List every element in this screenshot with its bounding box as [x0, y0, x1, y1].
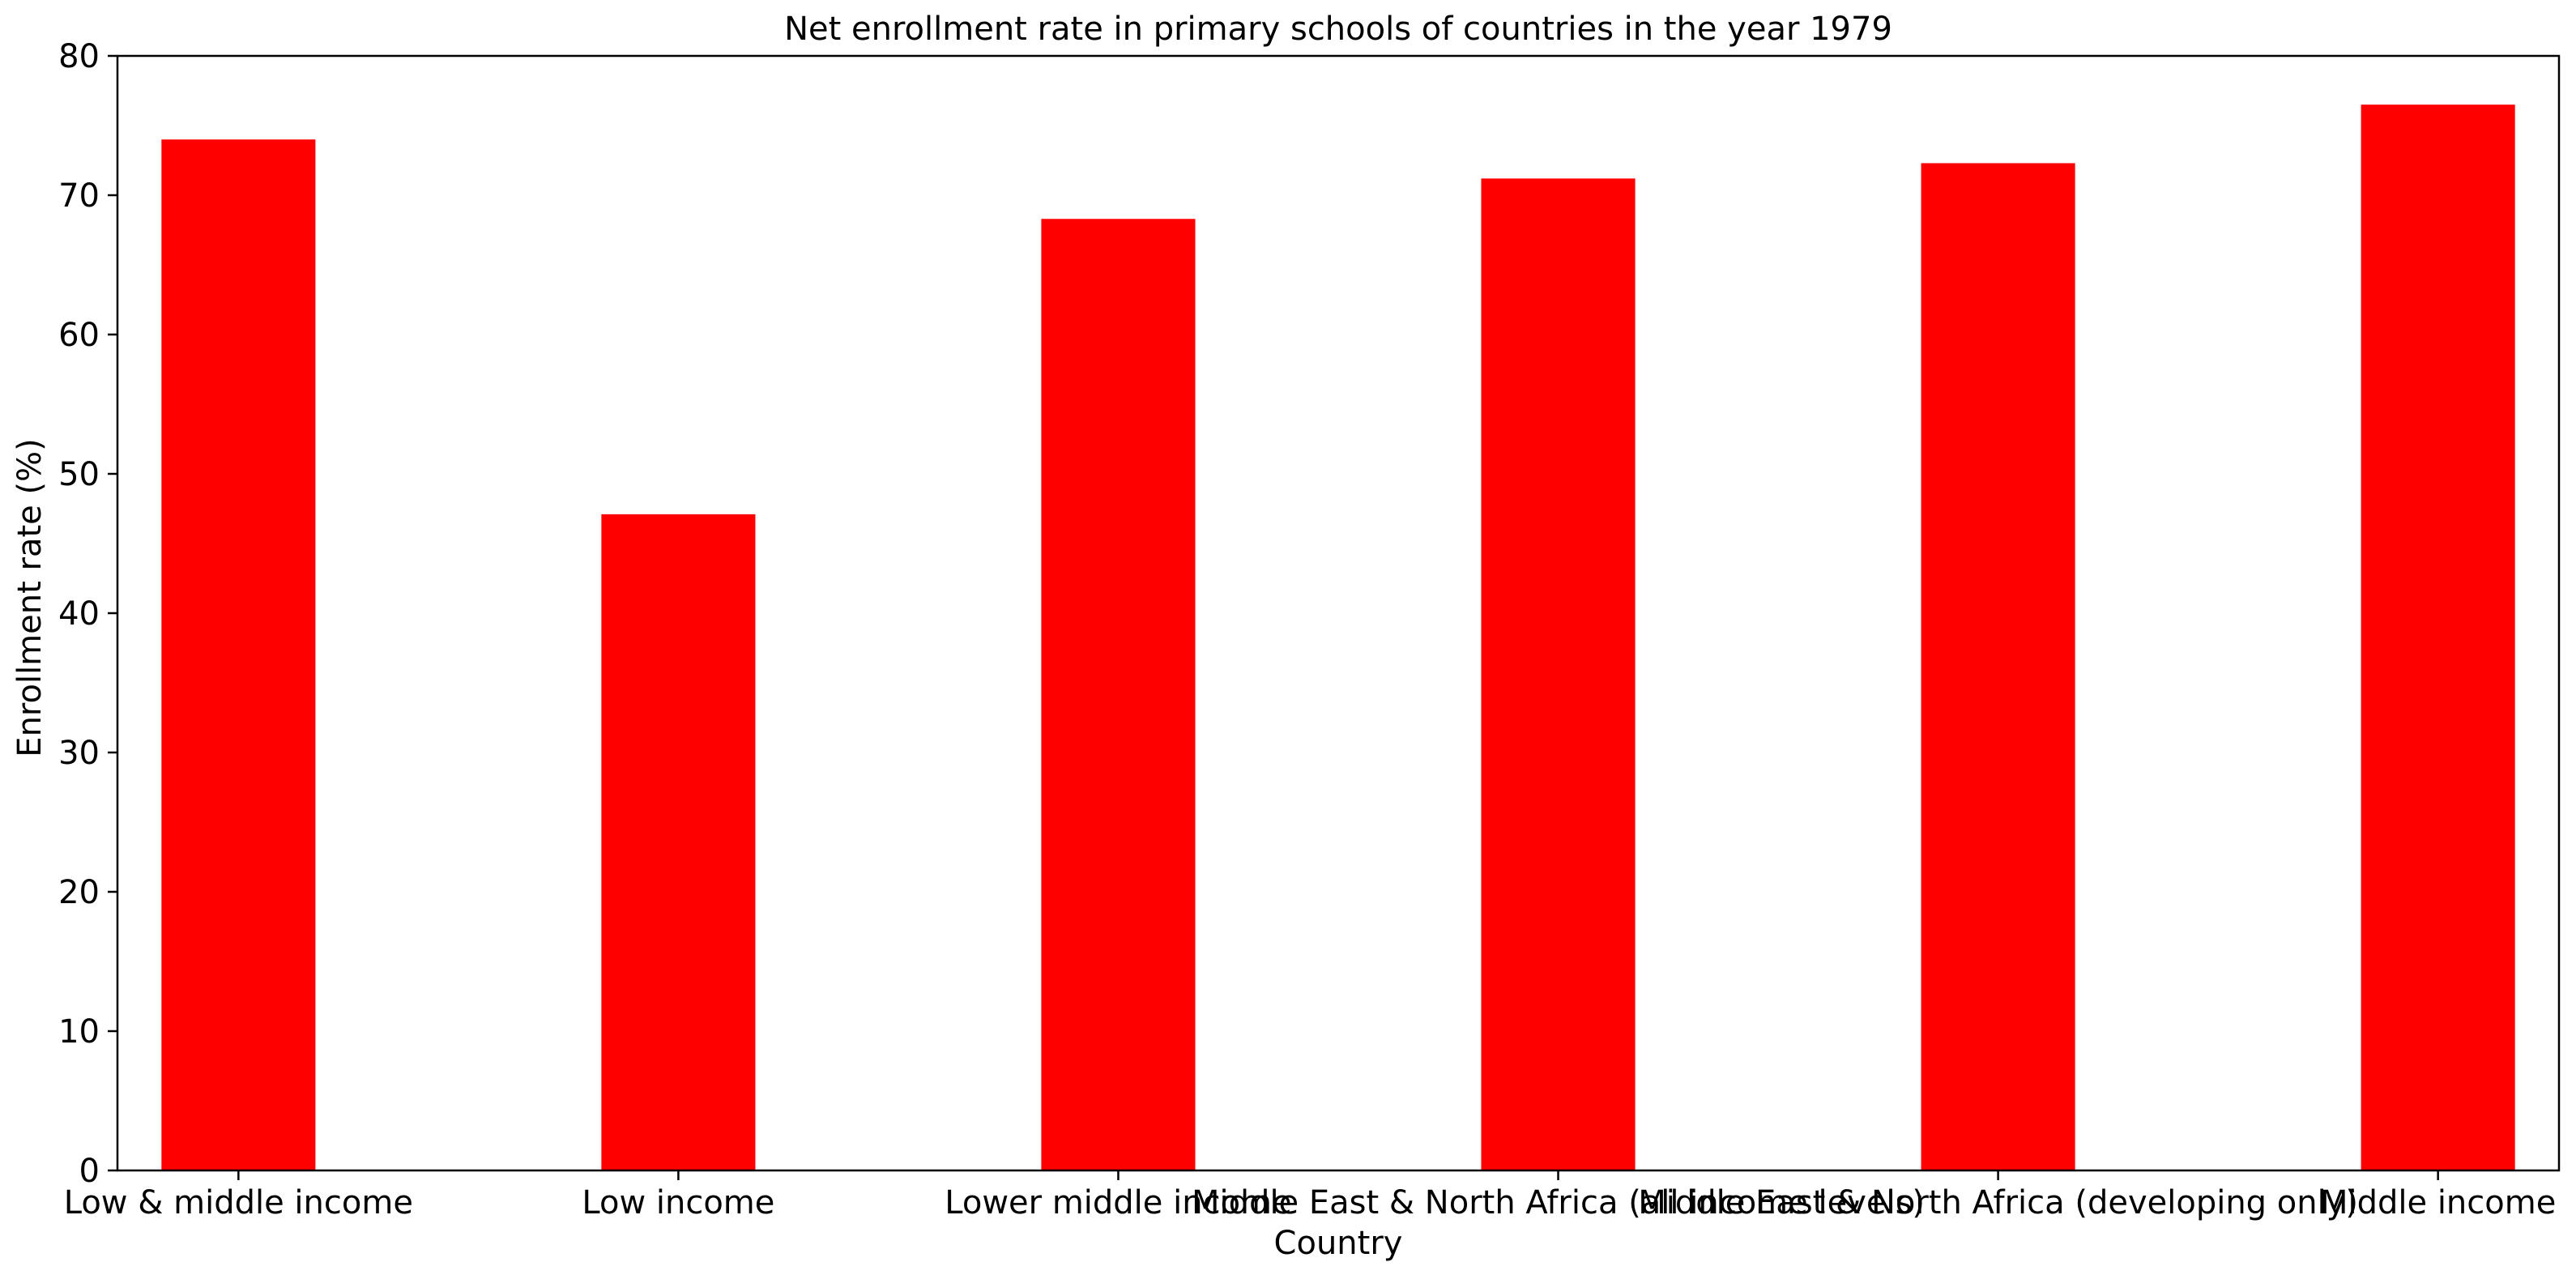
bar [1041, 219, 1196, 1170]
y-tick-label: 30 [58, 735, 100, 772]
y-tick-label: 40 [58, 595, 100, 633]
bars-group [161, 104, 2515, 1171]
bar [2361, 104, 2515, 1171]
bar [161, 139, 316, 1171]
x-axis-label: Country [1274, 1225, 1403, 1262]
x-tick-label: Middle East & North Africa (all income l… [1192, 1184, 1925, 1221]
x-tick-label: Low income [582, 1184, 774, 1221]
y-axis-label: Enrollment rate (%) [11, 438, 49, 757]
x-tick-label: Lower middle income [945, 1184, 1291, 1221]
x-tick-label: Low & middle income [64, 1184, 413, 1221]
x-axis-ticks: Low & middle income Low income Lower middl… [64, 1170, 2556, 1221]
y-tick-label: 80 [58, 38, 100, 75]
y-tick-label: 20 [58, 874, 100, 911]
bar [601, 514, 756, 1170]
chart-title: Net enrollment rate in primary schools o… [784, 11, 1892, 48]
y-tick-label: 60 [58, 317, 100, 354]
bar [1481, 178, 1636, 1171]
y-tick-label: 70 [58, 177, 100, 215]
y-tick-label: 50 [58, 456, 100, 493]
x-tick-label: Middle income [2320, 1184, 2556, 1221]
y-tick-label: 10 [58, 1013, 100, 1051]
plot-frame [116, 54, 2561, 1172]
bar [1921, 163, 2075, 1171]
y-axis-ticks: 0 10 20 30 40 50 60 70 80 [58, 38, 117, 1190]
y-tick-label: 0 [79, 1153, 100, 1190]
x-tick-label: Middle East & North Africa (developing o… [1638, 1184, 2358, 1221]
